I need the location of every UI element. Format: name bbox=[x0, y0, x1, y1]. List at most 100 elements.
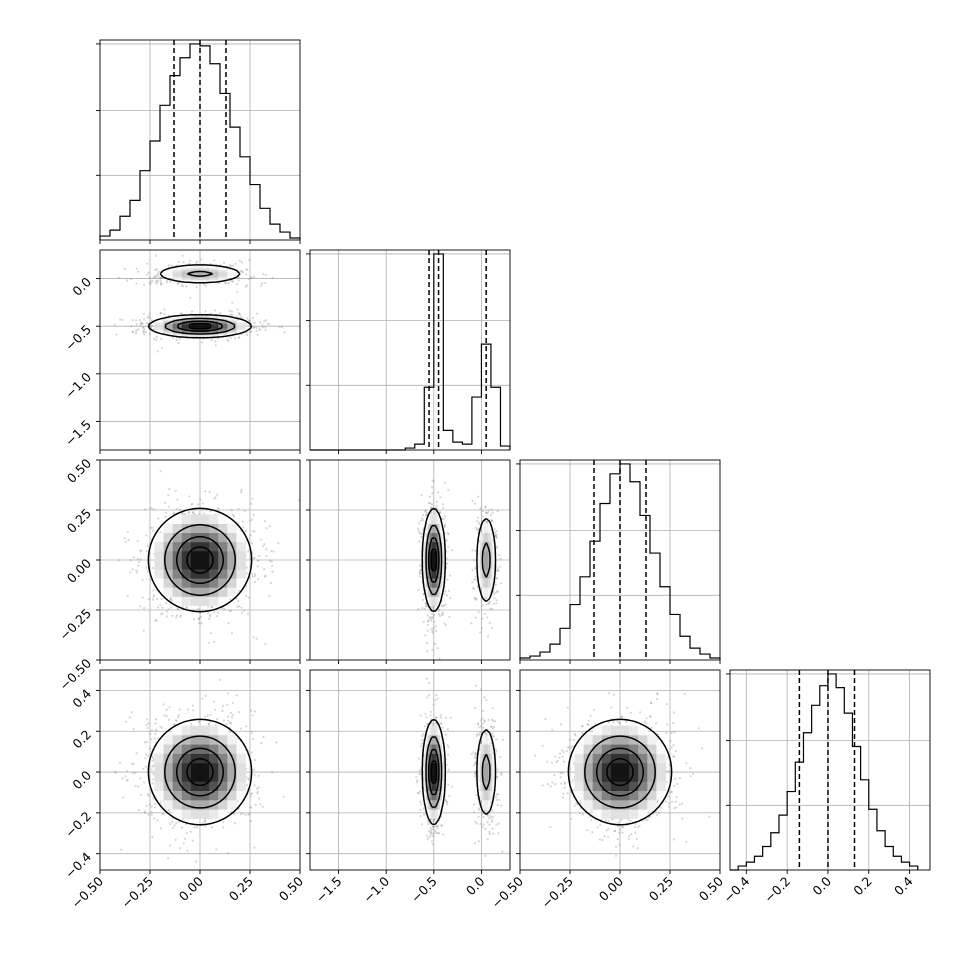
sample-point bbox=[253, 322, 256, 325]
sample-point bbox=[253, 326, 256, 329]
density-cell bbox=[218, 271, 228, 275]
sample-point bbox=[471, 569, 474, 572]
sample-point bbox=[242, 526, 245, 529]
sample-point bbox=[142, 312, 145, 315]
density-panel-p4-vs-p2 bbox=[310, 670, 510, 870]
sample-point bbox=[156, 279, 159, 282]
sample-point bbox=[487, 509, 490, 512]
sample-point bbox=[213, 259, 216, 262]
density-cell bbox=[200, 772, 210, 782]
sample-point bbox=[223, 607, 226, 611]
sample-point bbox=[210, 312, 213, 315]
density-cell bbox=[200, 269, 210, 273]
sample-point bbox=[426, 642, 429, 645]
sample-point bbox=[222, 821, 225, 824]
sample-point bbox=[178, 708, 181, 711]
sample-point bbox=[165, 615, 168, 618]
sample-point bbox=[164, 511, 167, 514]
sample-point bbox=[422, 519, 425, 522]
density-cell bbox=[200, 277, 210, 281]
sample-point bbox=[131, 772, 134, 775]
sample-point bbox=[130, 277, 133, 281]
density-cell bbox=[163, 271, 174, 275]
sample-point bbox=[473, 559, 476, 562]
sample-point bbox=[477, 495, 480, 498]
sample-point bbox=[137, 270, 140, 273]
sample-point bbox=[245, 322, 248, 325]
density-cell bbox=[209, 578, 219, 588]
sample-point bbox=[160, 283, 163, 286]
sample-point bbox=[155, 718, 158, 721]
density-cell bbox=[209, 316, 219, 319]
sample-point bbox=[237, 313, 240, 316]
sample-point bbox=[148, 282, 151, 285]
sample-point bbox=[195, 262, 198, 265]
sample-point bbox=[241, 520, 244, 523]
sample-point bbox=[175, 616, 178, 619]
sample-point bbox=[230, 280, 233, 283]
sample-point bbox=[182, 842, 185, 845]
sample-point bbox=[261, 805, 265, 808]
sample-point bbox=[449, 574, 452, 577]
sample-point bbox=[125, 720, 128, 723]
density-cell bbox=[492, 560, 495, 570]
sample-point bbox=[154, 275, 157, 279]
sample-point bbox=[145, 550, 148, 553]
sample-point bbox=[222, 261, 226, 264]
density-cell bbox=[227, 799, 237, 810]
sample-point bbox=[269, 581, 272, 585]
density-cell bbox=[163, 320, 174, 323]
sample-point bbox=[441, 503, 444, 506]
sample-point bbox=[148, 312, 151, 315]
sample-point bbox=[250, 276, 253, 279]
density-cell bbox=[163, 324, 174, 327]
histogram-4-frame bbox=[729, 669, 931, 871]
density-cell bbox=[236, 330, 246, 333]
density-cell bbox=[209, 320, 219, 323]
sample-point bbox=[230, 632, 233, 635]
sample-point bbox=[247, 278, 250, 281]
sample-point bbox=[229, 730, 232, 733]
sample-point bbox=[144, 765, 147, 768]
sample-point bbox=[435, 504, 438, 507]
sample-point bbox=[150, 507, 153, 510]
sample-point bbox=[159, 276, 162, 279]
sample-point bbox=[131, 319, 134, 322]
density-cell bbox=[209, 267, 219, 271]
sample-point bbox=[135, 752, 138, 755]
sample-point bbox=[253, 710, 256, 713]
sample-point bbox=[131, 330, 134, 333]
sample-point bbox=[200, 622, 203, 625]
sample-point bbox=[251, 317, 255, 320]
density-cell bbox=[236, 560, 246, 570]
sample-point bbox=[237, 507, 240, 511]
sample-point bbox=[134, 332, 138, 335]
sample-point bbox=[479, 822, 482, 826]
sample-point bbox=[130, 324, 133, 328]
density-cell bbox=[181, 569, 192, 579]
sample-point bbox=[474, 616, 477, 619]
sample-point bbox=[142, 330, 145, 333]
density-cell bbox=[441, 569, 445, 579]
density-cell bbox=[172, 273, 183, 277]
density-cell bbox=[209, 781, 219, 791]
sample-point bbox=[471, 581, 474, 584]
sample-point bbox=[490, 508, 493, 511]
sample-point bbox=[155, 280, 158, 283]
sample-point bbox=[153, 337, 156, 340]
density-cell bbox=[209, 334, 219, 337]
sample-point bbox=[126, 531, 129, 534]
sample-point bbox=[200, 341, 204, 344]
sample-point bbox=[479, 631, 482, 634]
sample-point bbox=[177, 282, 180, 285]
sample-point bbox=[243, 509, 246, 512]
sample-point bbox=[150, 810, 153, 814]
sample-point bbox=[191, 502, 194, 505]
sample-point bbox=[171, 614, 174, 618]
sample-point bbox=[155, 339, 158, 342]
sample-point bbox=[246, 268, 249, 271]
sample-point bbox=[119, 318, 122, 321]
sample-point bbox=[486, 511, 490, 514]
sample-point bbox=[486, 635, 490, 638]
sample-point bbox=[167, 494, 170, 497]
